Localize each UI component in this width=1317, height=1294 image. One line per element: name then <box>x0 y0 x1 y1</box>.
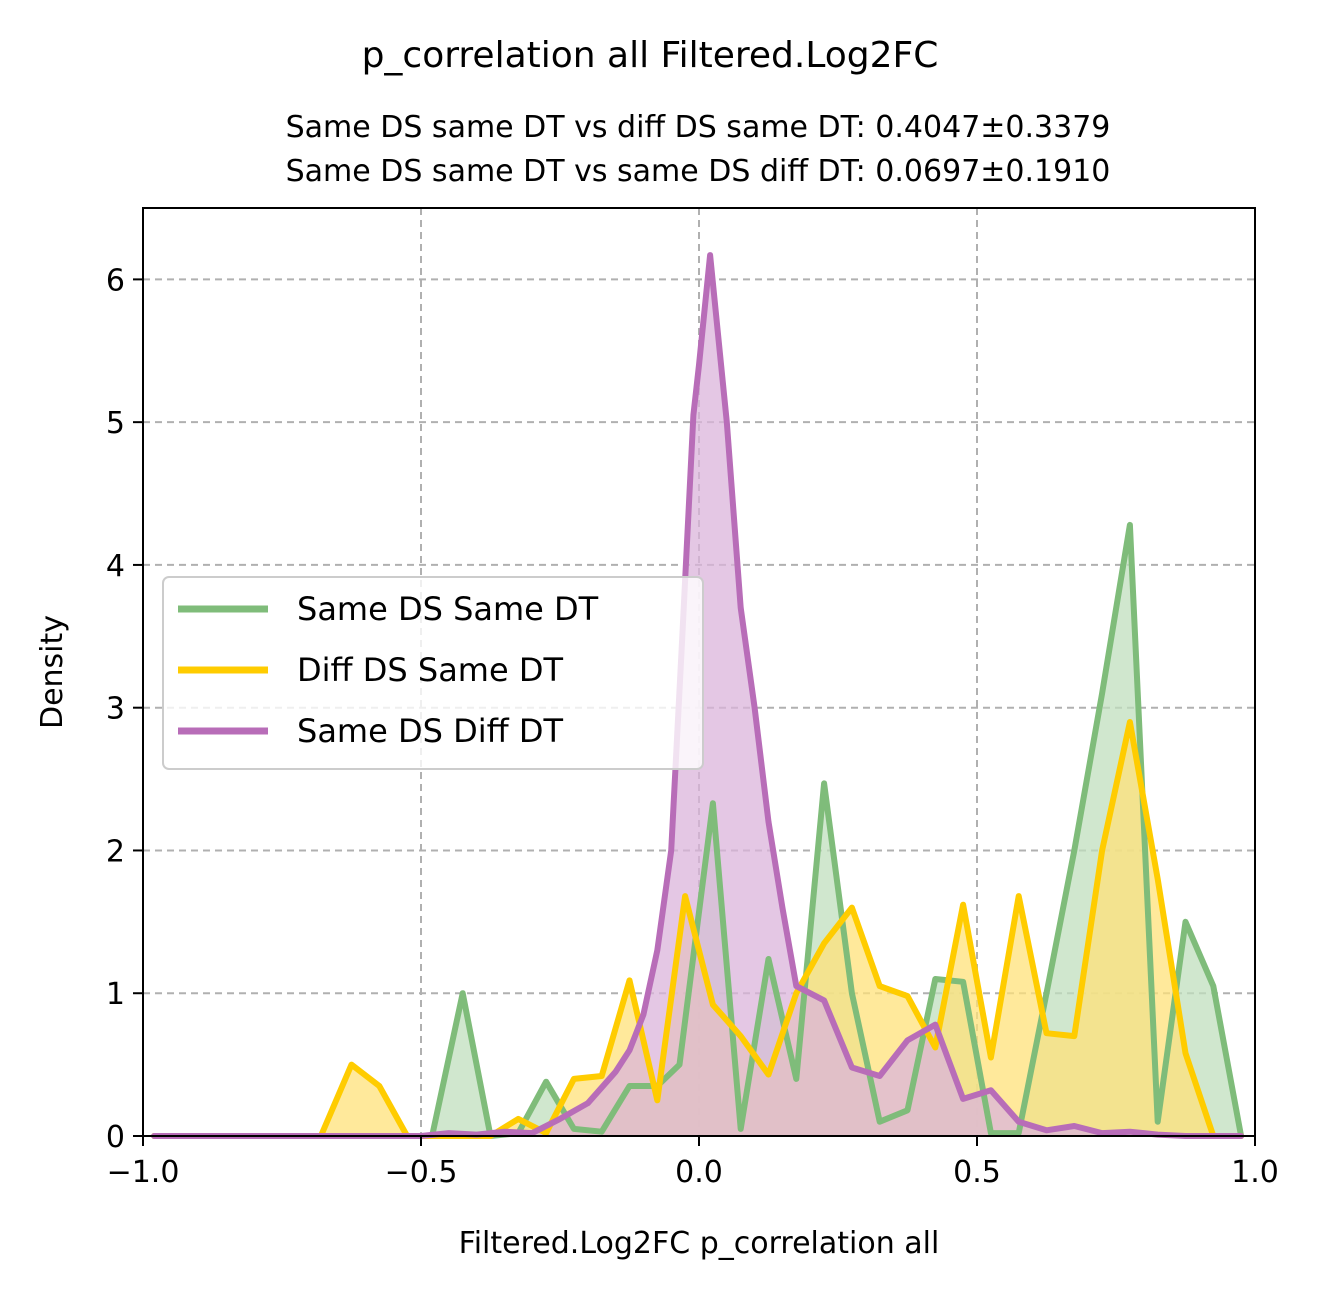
y-tick-label-6: 6 <box>106 263 125 298</box>
y-tick-label-2: 2 <box>106 834 125 869</box>
series-line-2 <box>151 252 1245 1139</box>
y-axis-label: Density <box>35 615 70 729</box>
x-axis-ticks: −1.0 −0.5 0.0 0.5 1.0 <box>107 1136 1279 1190</box>
y-tick-label-4: 4 <box>106 549 125 584</box>
legend-label-2: Same DS Diff DT <box>297 712 563 750</box>
series-line-0 <box>151 521 1245 1139</box>
x-tick-label-1: −0.5 <box>385 1155 458 1190</box>
legend-box <box>162 576 704 770</box>
legend-label-1: Diff DS Same DT <box>297 651 563 689</box>
y-tick-label-1: 1 <box>106 977 125 1012</box>
x-tick-label-4: 1.0 <box>1231 1155 1279 1190</box>
legend-label-0: Same DS Same DT <box>297 590 599 628</box>
y-tick-label-5: 5 <box>106 406 125 441</box>
chart-subtitle-line-1: Same DS same DT vs diff DS same DT: 0.40… <box>286 110 1111 145</box>
x-tick-label-3: 0.5 <box>953 1155 1001 1190</box>
series-lines <box>151 252 1245 1139</box>
chart-subtitle-line-2: Same DS same DT vs same DS diff DT: 0.06… <box>286 154 1111 189</box>
legend: Same DS Same DT Diff DS Same DT Same DS Di… <box>162 576 704 770</box>
series-fill-1 <box>154 722 1242 1136</box>
y-axis-ticks: 0 1 2 3 4 5 6 <box>106 263 143 1155</box>
x-axis-label: Filtered.Log2FC p_correlation all <box>459 1226 940 1261</box>
x-tick-label-2: 0.0 <box>675 1155 723 1190</box>
y-tick-label-3: 3 <box>106 692 125 727</box>
y-tick-label-0: 0 <box>106 1120 125 1155</box>
chart-title: p_correlation all Filtered.Log2FC <box>362 35 939 76</box>
x-tick-label-0: −1.0 <box>107 1155 180 1190</box>
